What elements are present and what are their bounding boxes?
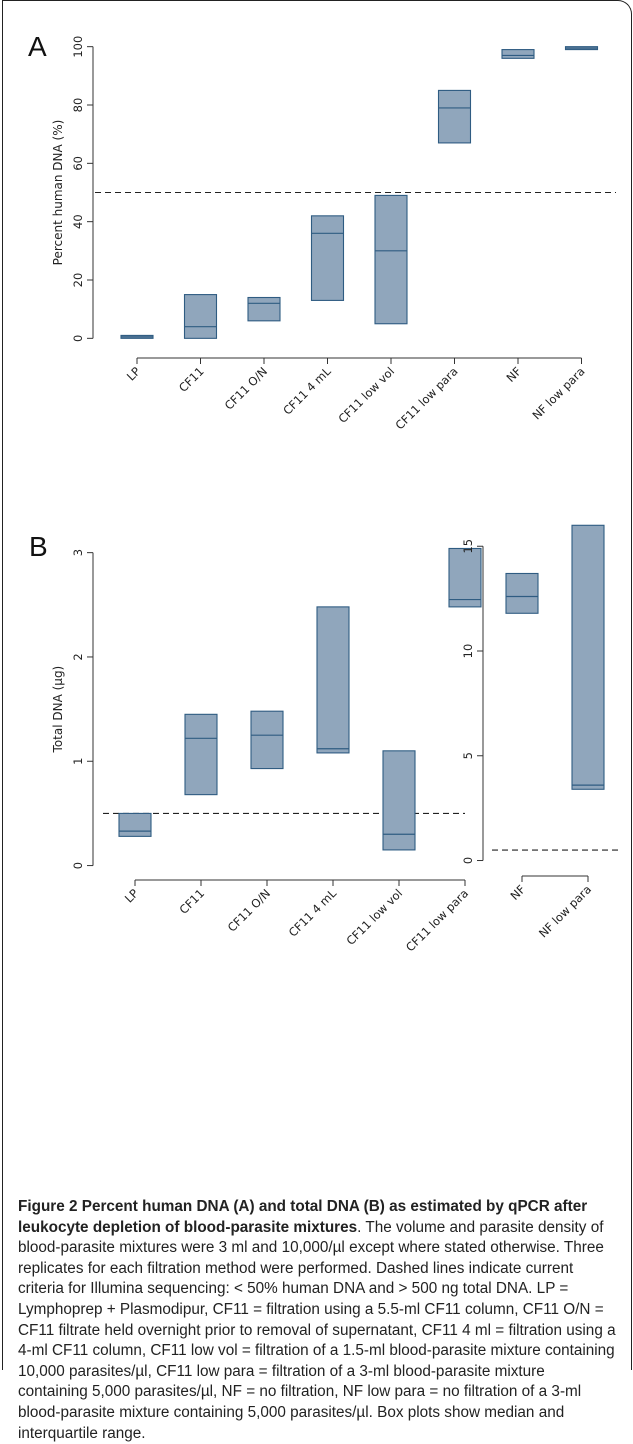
caption-body: . The volume and parasite density of blo… <box>18 1219 616 1442</box>
box-nf <box>506 573 538 613</box>
box-lp <box>119 813 151 836</box>
box-cf11 <box>185 714 217 794</box>
y-tick-label: 15 <box>461 539 475 554</box>
panel-label: B <box>29 531 48 562</box>
y-tick-label: 10 <box>461 644 475 659</box>
x-tick-label-nf-low-para: NF low para <box>536 882 594 940</box>
x-tick-label-cf11: CF11 <box>177 886 208 917</box>
x-tick-label-cf11-low-vol: CF11 low vol <box>343 886 405 948</box>
x-tick-label-cf11-low-para: CF11 low para <box>403 886 471 954</box>
panel-b-chart: 0 1 2 3 Total DNA (µg) B LP CF11 CF11 O/N CF11 4 … <box>0 0 633 1000</box>
y-tick-label: 3 <box>71 549 85 556</box>
y-axis-title: Total DNA (µg) <box>51 666 65 754</box>
y-tick-label: 1 <box>71 758 85 765</box>
y-tick-label: 0 <box>461 857 475 864</box>
y-tick-label: 5 <box>461 752 475 759</box>
box-cf11-low-para <box>449 548 481 606</box>
x-tick-label-nf: NF <box>507 882 528 903</box>
x-tick-label-cf11-4-ml: CF11 4 mL <box>286 886 340 940</box>
x-tick-label-cf11-o-n: CF11 O/N <box>225 886 273 934</box>
y-tick-label: 0 <box>71 862 85 869</box>
y-tick-label: 2 <box>71 653 85 660</box>
box-cf11-4-ml <box>317 607 349 753</box>
box-cf11-o-n <box>251 711 283 768</box>
figure-caption: Figure 2 Percent human DNA (A) and total… <box>18 1197 618 1444</box>
box-cf11-low-vol <box>383 751 415 850</box>
box-nf-low-para <box>572 525 604 789</box>
x-tick-label-lp: LP <box>122 886 141 905</box>
